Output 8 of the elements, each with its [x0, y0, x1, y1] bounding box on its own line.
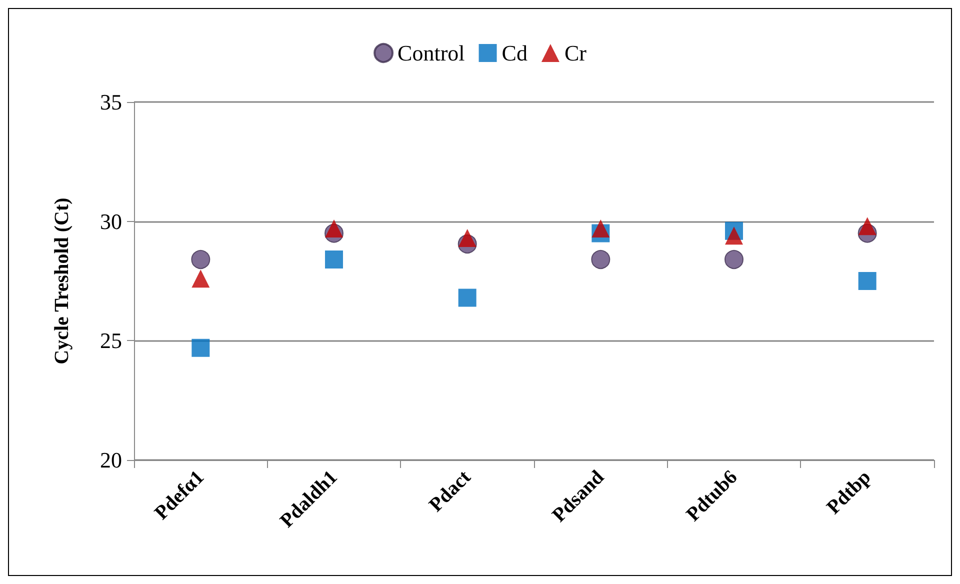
y-tick-label: 25 — [100, 328, 122, 354]
y-tick-label: 30 — [100, 208, 122, 234]
y-axis-title: Cycle Treshold (Ct) — [51, 198, 73, 364]
legend-label: Cd — [502, 40, 528, 66]
legend-label: Control — [398, 40, 465, 66]
y-tick-label: 35 — [100, 90, 122, 114]
y-tick-label: 20 — [100, 448, 122, 472]
legend-label: Cr — [564, 40, 588, 66]
